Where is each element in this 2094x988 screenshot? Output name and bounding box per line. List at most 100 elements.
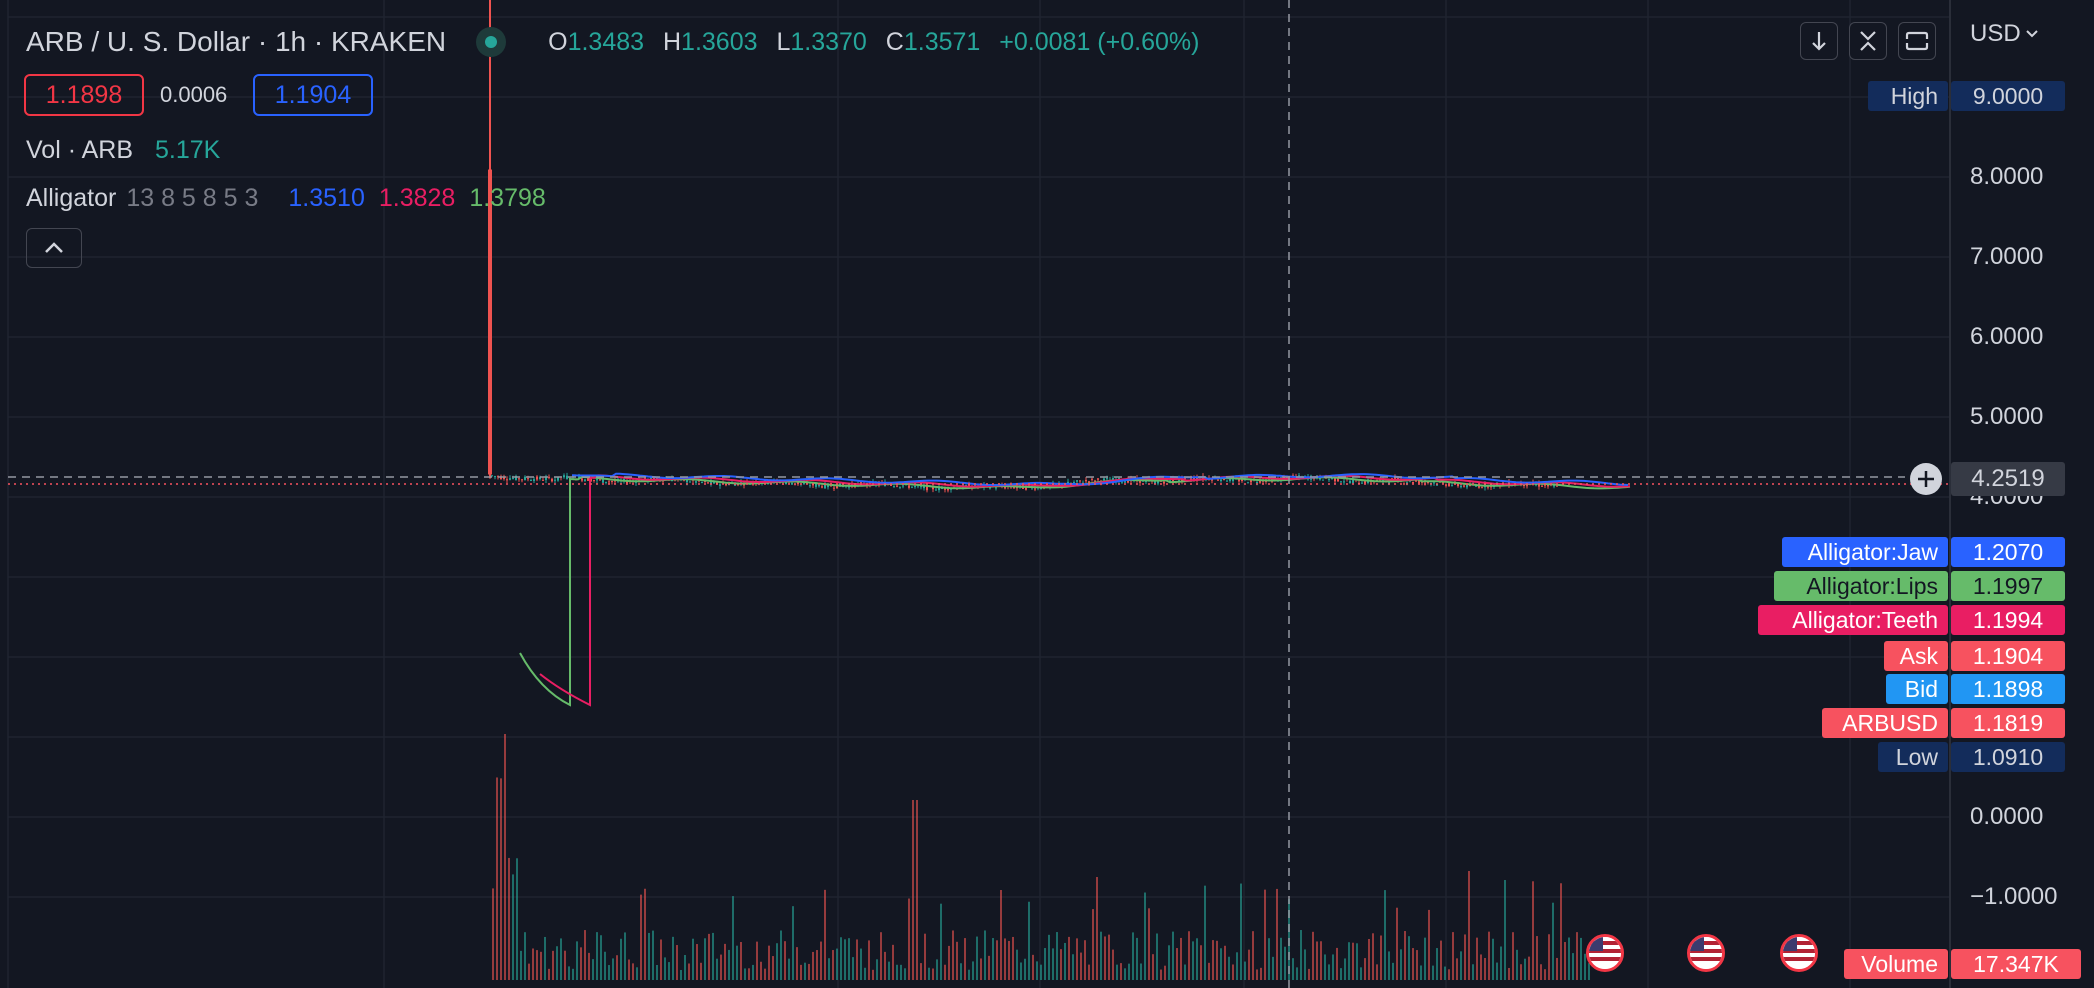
candle-body [1478, 485, 1480, 488]
volume-bar [524, 932, 526, 980]
volume-bar [1484, 958, 1486, 980]
candle-body [989, 486, 991, 489]
us-flag-icon [1783, 937, 1815, 969]
volume-bar [684, 955, 686, 980]
volume-bar [1276, 888, 1278, 980]
market-status-icon[interactable] [476, 27, 507, 57]
volume-bar [780, 930, 782, 980]
candle-body [836, 485, 838, 489]
volume-bar [896, 964, 898, 980]
candle-body [1250, 478, 1252, 483]
volume-bar [1584, 953, 1586, 980]
volume-bar [1528, 956, 1530, 980]
volume-bar [828, 958, 830, 980]
candle-body [542, 479, 544, 481]
volume-bar [1184, 964, 1186, 980]
volume-bar [940, 903, 942, 980]
volume-bar [1408, 936, 1410, 980]
buy-price-button[interactable]: 1.1904 [253, 74, 373, 116]
price-tag-value: 1.1994 [1951, 605, 2065, 635]
volume-bar [912, 800, 914, 980]
volume-bar [820, 941, 822, 980]
candle-body [1103, 478, 1105, 481]
volume-bar [1280, 937, 1282, 980]
volume-bar [1540, 964, 1542, 980]
candle-body [1463, 485, 1465, 487]
candle-body [911, 486, 913, 488]
volume-bar [724, 943, 726, 980]
collapse-legend-button[interactable] [26, 228, 82, 268]
volume-bar [768, 945, 770, 980]
volume-bar [704, 938, 706, 980]
volume-bar [784, 941, 786, 980]
alligator-indicator-legend[interactable]: Alligator 13 8 5 8 5 3 1.3510 1.3828 1.3… [26, 184, 546, 213]
event-marker[interactable] [1780, 934, 1818, 972]
volume-bar [932, 968, 934, 980]
volume-bar [880, 932, 882, 980]
candle-body [902, 485, 904, 487]
currency-selector[interactable]: USD [1970, 20, 2039, 48]
volume-bar [1492, 938, 1494, 980]
candle-body [608, 481, 610, 483]
us-flag-icon [1589, 937, 1621, 969]
volume-bar [944, 964, 946, 980]
volume-bar [1508, 967, 1510, 980]
volume-indicator-legend[interactable]: Vol · ARB 5.17K [26, 136, 220, 165]
volume-bar [1272, 956, 1274, 980]
volume-bar [1204, 885, 1206, 980]
price-tag-label: High [1868, 81, 1948, 111]
volume-bar [824, 889, 826, 980]
volume-bar [632, 963, 634, 980]
scroll-to-latest-button[interactable] [1800, 22, 1838, 60]
auto-scale-button[interactable] [1849, 22, 1887, 60]
candle-body [797, 482, 799, 485]
volume-bar [664, 957, 666, 980]
symbol-title[interactable]: ARB / U. S. Dollar · 1h · KRAKEN [26, 26, 447, 57]
candle-body [509, 478, 511, 480]
event-marker[interactable] [1687, 934, 1725, 972]
volume-bar [1188, 931, 1190, 980]
volume-bar [1000, 890, 1002, 980]
volume-bar [1384, 890, 1386, 980]
volume-bar [712, 932, 714, 980]
volume-bar [1176, 948, 1178, 980]
candle-body [1556, 485, 1558, 487]
volume-bar [840, 937, 842, 980]
sell-price-button[interactable]: 1.1898 [24, 74, 144, 116]
alligator-lips-line [519, 475, 1631, 707]
price-tag-value: 1.1819 [1951, 708, 2065, 738]
volume-bar [848, 938, 850, 980]
candle-body [707, 482, 709, 484]
volume-bar [876, 959, 878, 980]
fullscreen-button[interactable] [1898, 22, 1936, 60]
candle-body [1019, 485, 1021, 487]
volume-bar [1524, 958, 1526, 980]
volume-bar [1012, 936, 1014, 980]
volume-bar [1576, 932, 1578, 980]
candle-body [1193, 477, 1195, 480]
event-marker[interactable] [1586, 934, 1624, 972]
candle-body [563, 475, 565, 478]
volume-bar [1156, 933, 1158, 980]
candle-body [545, 477, 547, 480]
volume-bar [1512, 932, 1514, 980]
volume-bar [856, 939, 858, 980]
volume-bar [968, 969, 970, 980]
add-alert-button[interactable] [1910, 463, 1942, 495]
volume-bar [1324, 954, 1326, 980]
chevron-down-icon [2025, 30, 2038, 38]
volume-bar [492, 888, 494, 980]
candle-body [1073, 482, 1075, 484]
volume-bar [1224, 945, 1226, 980]
volume-bar [756, 941, 758, 980]
candle-body [890, 484, 892, 486]
price-tag-label: Low [1878, 742, 1948, 772]
volume-bar [648, 932, 650, 980]
candle-body [1541, 485, 1543, 487]
volume-bar [1056, 932, 1058, 980]
candle-body [1034, 488, 1036, 490]
candle-body [893, 486, 895, 488]
volume-bar [1292, 958, 1294, 980]
volume-bar [1092, 909, 1094, 980]
